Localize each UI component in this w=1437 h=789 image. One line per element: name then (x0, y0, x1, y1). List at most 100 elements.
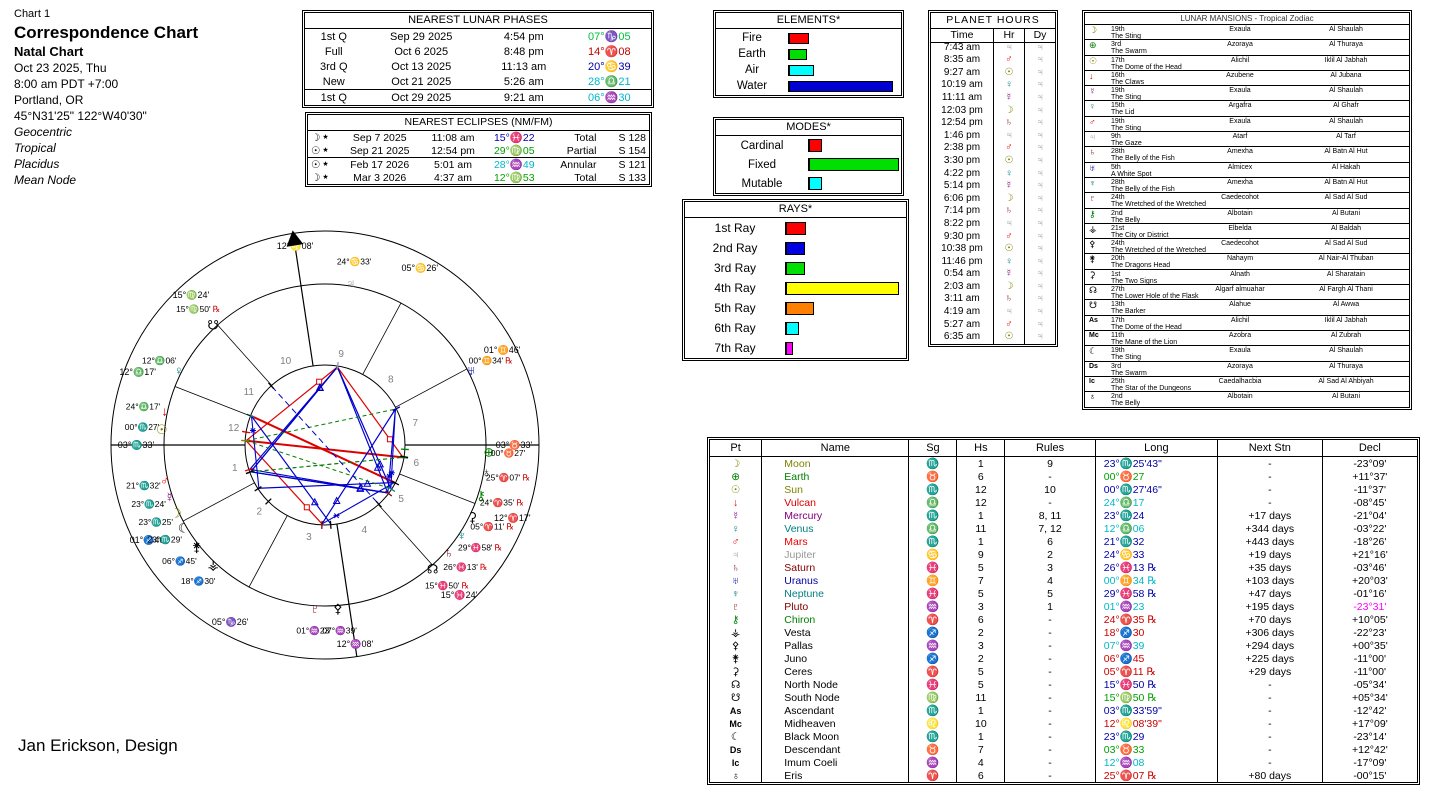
mansion-ordinal: 24th (1111, 194, 1125, 202)
eclipse-date: Sep 21 2025 (349, 144, 410, 157)
mansion-epithet: The Belly of the Fish (1111, 155, 1175, 163)
eclipse-saros: S 128 (618, 131, 646, 144)
planet-name: Imum Coeli (761, 756, 909, 769)
mansion-arabic-name: Al Shaulah (1329, 117, 1363, 125)
mansion-epithet: A White Spot (1111, 170, 1152, 178)
hour-time: 7:14 pm (943, 205, 981, 217)
bar (809, 158, 899, 171)
mansion-arabic-name: Al Shaulah (1329, 347, 1363, 355)
aspect-line-trine (258, 481, 395, 489)
trine-aspect-icon (356, 483, 365, 492)
venus-icon: ♀ (710, 522, 762, 535)
bar-row: Water (716, 80, 897, 92)
longitude: 03°♏33'59" (1094, 704, 1218, 717)
lunar-mansions-title: LUNAR MANSIONS - Tropical Zodiac (1085, 13, 1409, 25)
mansion-name: Atarf (1232, 133, 1248, 141)
eris-label: 25°♈07' ℞ (486, 472, 531, 482)
pallas-label: 07°♒39' (322, 625, 357, 635)
pluto-icon: ♇ (310, 601, 320, 616)
mansion-ordinal: 2nd (1111, 393, 1123, 401)
bar-row: Air (716, 64, 897, 76)
planet-hour-row: 5:27 am ♂ ♃ (931, 318, 1055, 332)
next-station: - (1216, 470, 1323, 483)
jupiter-icon: ♃ (1024, 293, 1055, 307)
mansion-arabic-name: Al Batn Al Hut (1324, 178, 1368, 186)
mansion-ordinal: 3rd (1111, 41, 1122, 49)
designer-credit: Jan Erickson, Design (18, 736, 178, 755)
jupiter-icon: ♃ (1024, 41, 1055, 55)
mansion-name: Azoraya (1227, 41, 1253, 49)
mansion-arabic-name: Al Awwa (1332, 301, 1360, 309)
nnode-icon: ☊ (427, 561, 439, 576)
nnode-tick (375, 500, 382, 508)
planet-name: Chiron (761, 613, 909, 626)
vesta-icon: ⚶ (1089, 223, 1097, 234)
eris-icon: ♀ (1089, 392, 1096, 403)
declination: -22°23' (1321, 626, 1417, 639)
moon-icon: ☽ (311, 171, 321, 184)
rules: - (1004, 743, 1096, 756)
mansion-name: Albotain (1227, 393, 1253, 401)
phase-position: 28°♎21 (588, 76, 631, 88)
sun-icon: ☉ (311, 158, 321, 171)
pluto-icon: ♇ (1089, 193, 1096, 204)
mansion-arabic-name: Iklil Al Jabhah (1324, 316, 1368, 324)
mc-icon: Mc (1089, 331, 1099, 339)
hour-time: 10:19 am (941, 79, 983, 91)
neptune-tick (387, 486, 396, 493)
saturn-icon: ♄ (993, 205, 1024, 218)
rules: 8, 11 (1004, 509, 1096, 522)
lunar-mansion-row: ♅ 5th Almicex Al Hakah A White Spot (1085, 163, 1409, 178)
hour-time: 8:35 am (943, 54, 981, 66)
house-number: 1 (956, 456, 1005, 470)
bar-row: Mutable (716, 177, 897, 190)
earth-icon: ⊕ (1089, 40, 1097, 51)
rules: 1 (1004, 600, 1096, 613)
planet-row: ⚷ Chiron ♈ 6-24°♈35 ℞ +70 days +10°05' (710, 613, 1417, 626)
nnode-label: 15°♓50' ℞ (425, 580, 470, 590)
elements-title: ELEMENTS* (716, 13, 901, 29)
libra-icon: ♎ (908, 496, 957, 509)
elements-panel: ELEMENTS* Fire Earth Air Water (713, 10, 904, 98)
cell: 1st Q (320, 30, 347, 43)
uranus-tick (392, 406, 401, 412)
cell: 1st Q (305, 89, 363, 105)
mansion-name: Exaula (1229, 26, 1251, 33)
mansion-epithet: The Sting (1111, 94, 1141, 102)
trine-aspect-icon (363, 479, 372, 487)
mansion-epithet: The Belly (1111, 216, 1141, 224)
lunar-mansion-row: ♂ 19th Exaula Al Shaulah The Sting (1085, 117, 1409, 133)
lunar-mansion-row: ♇ 24th Caedecohot Al Sad Al Sud The Wretched… (1085, 193, 1409, 209)
column-header: Long (1094, 440, 1218, 457)
longitude: 15°♍50 ℞ (1094, 691, 1218, 704)
sun-icon: ☉ (311, 144, 321, 157)
moon-icon: ☽ (993, 104, 1024, 118)
mercury-icon: ☿ (165, 490, 175, 505)
eclipse-date: Feb 17 2026 (338, 157, 422, 171)
trine-aspect-icon (376, 459, 385, 468)
uranus-glyph: ♅ (731, 574, 740, 587)
cusp-label-5: 15°♓24' (441, 589, 478, 600)
mansion-name: Almicex (1227, 163, 1253, 171)
house-number: 1 (956, 535, 1005, 548)
planet-row: Mc Midheaven ♌ 10-12°♌08'39" - +17°09' (710, 717, 1417, 730)
scorpio-icon: ♏ (908, 456, 957, 470)
declination: -08°45' (1321, 496, 1417, 509)
eclipse-kind: Partial (566, 144, 597, 157)
rules: - (1004, 769, 1096, 782)
jupiter-glyph: ♃ (731, 548, 740, 561)
bar-row: Cardinal (716, 139, 897, 152)
eclipse-kind: Annular (543, 157, 607, 171)
next-station: - (1216, 704, 1323, 717)
bar-label: Fixed (747, 158, 777, 171)
mansion-name: Exaula (1229, 87, 1251, 95)
ceres-icon: ⚳ (1089, 269, 1096, 280)
rules: - (1004, 756, 1096, 769)
natal-chart-wheel: 03°♏33' 01°♐46' 05°♑26' 12°♒08' 15°♓24' 12°♈1… (110, 230, 540, 660)
next-station: +225 days (1216, 652, 1323, 665)
planet-row: Ic Imum Coeli ♒ 4-12°♒08- -17°09' (710, 756, 1417, 769)
aspect-line-trine (321, 408, 396, 525)
chiron-label: 24°♈35' ℞ (480, 497, 525, 507)
planet-hour-row: 6:06 pm ☽ ♃ (931, 192, 1055, 206)
chart-system-line: Geocentric (14, 125, 73, 139)
